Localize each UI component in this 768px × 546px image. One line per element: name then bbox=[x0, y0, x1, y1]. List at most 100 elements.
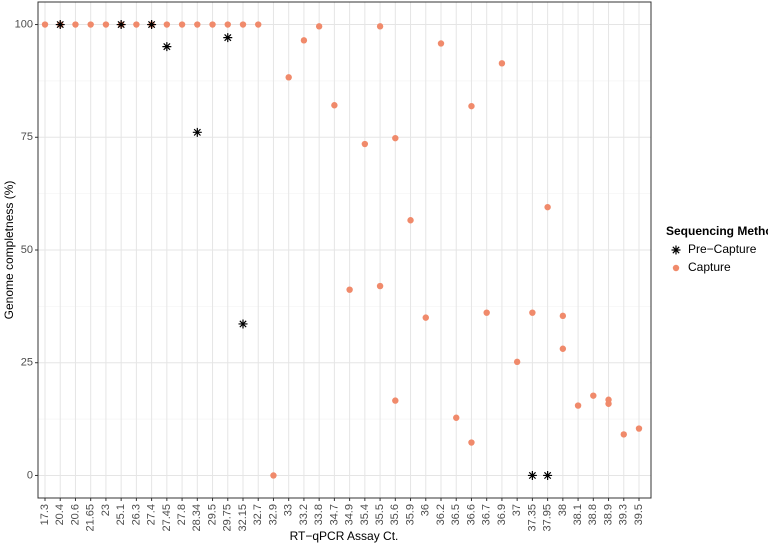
point bbox=[238, 319, 248, 329]
point bbox=[55, 20, 65, 30]
x-tick-label: 35.6 bbox=[389, 504, 401, 525]
x-tick-label: 25.1 bbox=[115, 504, 127, 525]
x-tick-label: 35.4 bbox=[359, 504, 371, 525]
point bbox=[194, 21, 201, 28]
point bbox=[422, 314, 429, 321]
x-tick-label: 39.5 bbox=[633, 504, 645, 525]
x-tick-label: 33.8 bbox=[313, 504, 325, 525]
point bbox=[498, 60, 506, 67]
x-tick-label: 29.75 bbox=[222, 504, 234, 532]
point bbox=[163, 21, 171, 28]
point bbox=[635, 425, 643, 432]
x-tick-label: 20.6 bbox=[69, 504, 81, 525]
x-tick-label: 32.7 bbox=[252, 504, 264, 525]
point bbox=[513, 358, 521, 366]
x-tick-label: 38.9 bbox=[602, 504, 614, 525]
x-tick-label: 27.45 bbox=[161, 504, 173, 532]
x-tick-label: 36.7 bbox=[481, 504, 493, 525]
point bbox=[468, 439, 475, 446]
x-tick-label: 36.5 bbox=[450, 504, 462, 525]
x-tick-label: 38.1 bbox=[572, 504, 584, 525]
x-tick-label: 23 bbox=[100, 504, 112, 516]
point bbox=[376, 282, 384, 290]
x-tick-label: 36.9 bbox=[496, 504, 508, 525]
x-tick-label: 38 bbox=[557, 504, 569, 516]
point bbox=[178, 21, 186, 28]
point bbox=[590, 392, 597, 399]
y-tick-label: 100 bbox=[15, 18, 33, 30]
x-tick-label: 32.9 bbox=[267, 504, 279, 525]
point bbox=[437, 40, 445, 47]
x-tick-label: 34.9 bbox=[344, 504, 356, 525]
point bbox=[407, 217, 414, 224]
point bbox=[133, 21, 140, 28]
point bbox=[527, 470, 537, 480]
point bbox=[346, 286, 353, 293]
point bbox=[239, 21, 247, 28]
x-tick-label: 27.8 bbox=[176, 504, 188, 525]
point bbox=[392, 134, 399, 142]
point bbox=[87, 21, 94, 28]
point bbox=[483, 309, 490, 316]
point bbox=[453, 414, 460, 421]
x-tick-label: 35.5 bbox=[374, 504, 386, 525]
point bbox=[620, 431, 627, 438]
x-tick-label: 36 bbox=[420, 504, 432, 516]
x-tick-label: 28.34 bbox=[191, 504, 203, 532]
y-tick-label: 0 bbox=[27, 469, 33, 481]
legend-text: Capture bbox=[688, 260, 731, 274]
point bbox=[376, 23, 384, 30]
point bbox=[361, 140, 369, 148]
point bbox=[162, 42, 172, 52]
plot-border bbox=[37, 1, 652, 499]
point bbox=[468, 102, 475, 110]
x-tick-label: 35.9 bbox=[404, 504, 416, 525]
x-tick-label: 37.95 bbox=[542, 504, 554, 532]
point bbox=[300, 37, 308, 44]
legend-marker bbox=[671, 245, 681, 255]
point bbox=[574, 402, 582, 409]
point bbox=[270, 472, 277, 479]
point bbox=[543, 470, 553, 480]
point bbox=[605, 400, 612, 407]
point bbox=[392, 397, 399, 404]
point bbox=[102, 21, 110, 28]
x-tick-label: 17.3 bbox=[39, 504, 51, 525]
legend-text: Pre−Capture bbox=[688, 242, 757, 256]
x-tick-label: 27.4 bbox=[146, 504, 158, 525]
x-tick-label: 20.4 bbox=[54, 504, 66, 525]
point bbox=[544, 203, 551, 211]
y-tick-label: 50 bbox=[21, 244, 33, 256]
point bbox=[116, 20, 126, 30]
legend-marker bbox=[672, 264, 680, 272]
point bbox=[224, 21, 231, 28]
point bbox=[331, 102, 338, 109]
legend-title: Sequencing Method bbox=[666, 224, 768, 238]
x-tick-label: 33.2 bbox=[298, 504, 310, 525]
x-tick-label: 26.3 bbox=[130, 504, 142, 525]
point bbox=[72, 21, 79, 28]
point bbox=[315, 23, 323, 30]
y-tick-label: 75 bbox=[21, 131, 33, 143]
y-axis-title: Genome completness (%) bbox=[2, 181, 16, 320]
x-tick-label: 36.6 bbox=[465, 504, 477, 525]
y-tick-label: 25 bbox=[21, 357, 33, 369]
point bbox=[529, 309, 536, 316]
x-tick-label: 33 bbox=[283, 504, 295, 516]
point bbox=[559, 345, 567, 352]
point bbox=[255, 21, 262, 28]
x-tick-label: 29.5 bbox=[206, 504, 218, 525]
x-tick-label: 37 bbox=[511, 504, 523, 516]
x-tick-label: 39.3 bbox=[618, 504, 630, 525]
x-axis-title: RT−qPCR Assay Ct. bbox=[290, 529, 399, 543]
point bbox=[209, 21, 216, 28]
x-tick-label: 36.2 bbox=[435, 504, 447, 525]
point bbox=[41, 21, 49, 28]
point bbox=[285, 74, 292, 81]
point bbox=[192, 127, 202, 137]
x-tick-label: 32.15 bbox=[237, 504, 249, 532]
point bbox=[147, 20, 157, 30]
x-tick-label: 37.35 bbox=[526, 504, 538, 532]
x-tick-label: 21.65 bbox=[85, 504, 97, 532]
